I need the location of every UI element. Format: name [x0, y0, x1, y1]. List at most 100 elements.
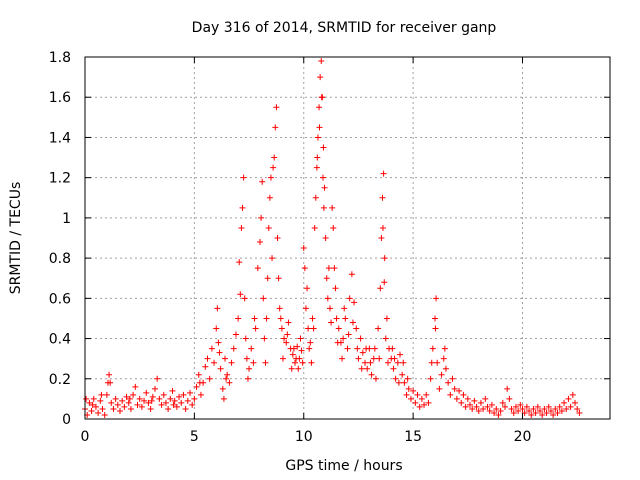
data-point: [275, 275, 282, 282]
data-point: [284, 331, 291, 338]
data-point: [432, 325, 439, 332]
data-point: [304, 285, 311, 292]
data-point: [460, 391, 467, 398]
data-point: [240, 174, 247, 181]
data-point: [141, 397, 148, 404]
data-point: [257, 239, 263, 246]
data-point: [471, 397, 478, 404]
data-point: [432, 315, 438, 322]
data-point: [429, 345, 436, 352]
data-point: [349, 319, 356, 326]
data-point: [302, 305, 309, 312]
data-point: [378, 235, 385, 241]
data-point: [358, 365, 365, 372]
data-point: [83, 395, 90, 402]
data-point: [244, 375, 251, 382]
data-point: [271, 154, 278, 161]
data-point: [228, 359, 235, 366]
data-point: [219, 385, 226, 392]
data-point: [272, 124, 279, 131]
data-point: [238, 224, 245, 231]
data-point: [130, 391, 137, 398]
data-point: [368, 371, 375, 378]
data-point: [195, 371, 202, 378]
data-point: [462, 403, 469, 410]
x-axis-label: GPS time / hours: [285, 458, 402, 474]
data-point: [264, 275, 271, 282]
data-point: [530, 405, 537, 412]
data-point: [433, 295, 440, 302]
data-point: [389, 345, 396, 352]
data-point: [98, 391, 105, 398]
data-point: [320, 144, 327, 151]
data-point: [477, 399, 484, 406]
data-point: [545, 403, 552, 410]
data-point: [237, 291, 244, 298]
data-point: [299, 359, 306, 366]
data-point: [213, 325, 220, 332]
data-point: [314, 154, 321, 161]
data-point: [480, 405, 487, 412]
data-point: [447, 391, 454, 398]
data-point: [456, 387, 463, 394]
data-point: [353, 325, 360, 332]
data-point: [306, 345, 313, 352]
data-point: [438, 371, 445, 378]
data-point: [230, 345, 237, 352]
data-point: [391, 355, 398, 362]
data-point: [182, 405, 189, 412]
data-point: [180, 391, 187, 398]
data-point: [154, 375, 161, 382]
data-point: [410, 387, 417, 394]
data-point: [346, 295, 353, 302]
data-point: [309, 315, 316, 322]
data-point: [281, 335, 288, 342]
data-point: [367, 359, 374, 366]
data-point: [162, 399, 169, 406]
data-point: [359, 349, 366, 356]
y-tick-labels: 0 0.2 0.4 0.6 0.8 1 1.2 1.4 1.6 1.8: [49, 50, 71, 428]
data-point: [277, 315, 284, 322]
data-point: [242, 335, 249, 342]
data-point: [453, 395, 460, 402]
data-point: [90, 395, 97, 402]
data-point: [246, 365, 253, 372]
data-point: [428, 359, 435, 366]
data-point: [521, 409, 528, 416]
data-point: [371, 345, 378, 352]
data-point: [473, 403, 480, 410]
data-point: [189, 401, 196, 408]
data-point: [321, 184, 328, 191]
data-point: [197, 391, 204, 398]
data-point: [92, 403, 99, 410]
data-point: [104, 379, 111, 386]
data-point: [475, 407, 482, 414]
data-point: [184, 397, 191, 404]
data-point: [134, 401, 141, 408]
data-point: [216, 349, 223, 356]
data-point: [412, 399, 419, 406]
data-point: [440, 355, 447, 362]
data-point: [322, 235, 329, 241]
data-point: [537, 407, 543, 414]
data-point: [574, 405, 581, 412]
data-point: [170, 401, 177, 408]
data-point: [204, 355, 211, 362]
data-point: [173, 403, 180, 410]
data-point: [273, 104, 280, 111]
data-point: [329, 204, 336, 211]
data-point: [330, 224, 337, 231]
data-point: [297, 335, 304, 342]
x-tick-labels: 0 5 10 15 20: [81, 429, 532, 445]
data-point: [288, 365, 295, 372]
data-point: [106, 371, 113, 378]
data-point: [380, 170, 387, 177]
data-point: [421, 401, 428, 408]
data-point: [278, 325, 285, 332]
data-point: [202, 363, 209, 370]
data-point: [292, 359, 298, 366]
data-point: [323, 275, 330, 282]
data-point: [508, 405, 515, 412]
data-point: [263, 315, 270, 322]
data-point: [267, 174, 274, 181]
